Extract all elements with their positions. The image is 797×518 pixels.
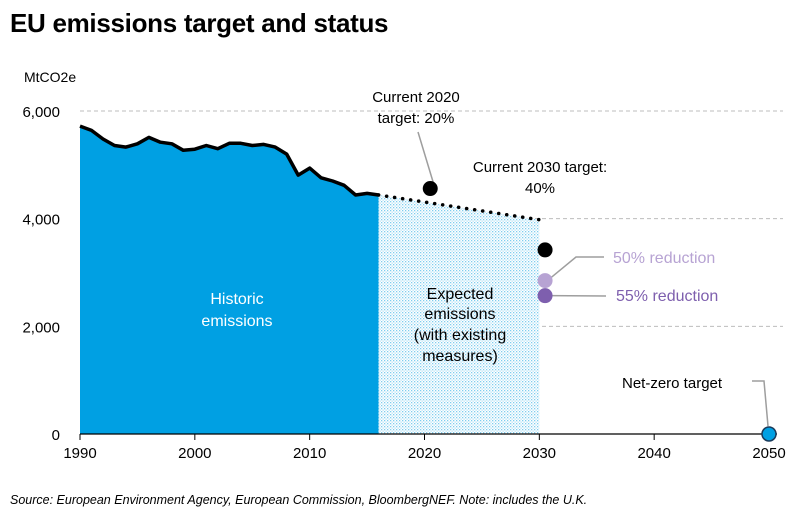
historic-line <box>79 124 379 197</box>
reduction-50-label: 50% reduction <box>613 250 715 267</box>
x-tick-label: 1990 <box>63 445 96 462</box>
target-2030-marker <box>537 242 553 258</box>
net-zero-marker <box>761 426 777 442</box>
target-2020-leader <box>417 131 434 183</box>
y-tick-label: 2,000 <box>22 319 60 336</box>
y-tick-label: 6,000 <box>22 104 60 121</box>
x-tick-label: 2050 <box>752 445 785 462</box>
expected-label-line3: (with existing <box>414 327 506 344</box>
expected-area <box>378 194 540 434</box>
x-tick-label: 2030 <box>523 445 556 462</box>
expected-label-line1: Expected <box>427 286 494 303</box>
historic-area <box>80 126 379 434</box>
y-tick-label: 0 <box>52 427 60 444</box>
reduction-55-label: 55% reduction <box>616 288 718 305</box>
target-2020-label-line1: Current 2020 <box>372 89 460 106</box>
historic-label-line2: emissions <box>201 313 272 330</box>
x-tick-label: 2020 <box>408 445 441 462</box>
x-tick-label: 2040 <box>637 445 670 462</box>
reduction-55-marker <box>537 288 553 304</box>
reduction-50-marker <box>537 273 553 289</box>
historic-label-line1: Historic <box>210 291 263 308</box>
reduction-50-leader <box>550 256 604 279</box>
y-axis-label: MtCO2e <box>24 69 76 85</box>
net-zero-leader <box>752 380 769 427</box>
target-2030-label-line2: 40% <box>525 180 555 197</box>
emissions-chart: MtCO2e 0 2,000 4,000 6,000 1990 2000 2010 2020 2… <box>22 69 785 462</box>
target-2020-label-line2: target: 20% <box>378 110 455 127</box>
net-zero-label: Net-zero target <box>622 375 723 392</box>
x-tick-label: 2000 <box>178 445 211 462</box>
expected-line <box>376 193 542 222</box>
target-2020-marker <box>422 181 438 197</box>
expected-label-line2: emissions <box>424 306 495 323</box>
chart-title: EU emissions target and status <box>10 8 389 38</box>
target-2030-label-line1: Current 2030 target: <box>473 159 607 176</box>
y-tick-label: 4,000 <box>22 212 60 229</box>
expected-label-line4: measures) <box>422 348 498 365</box>
chart-source: Source: European Environment Agency, Eur… <box>10 493 588 507</box>
x-tick-label: 2010 <box>293 445 326 462</box>
